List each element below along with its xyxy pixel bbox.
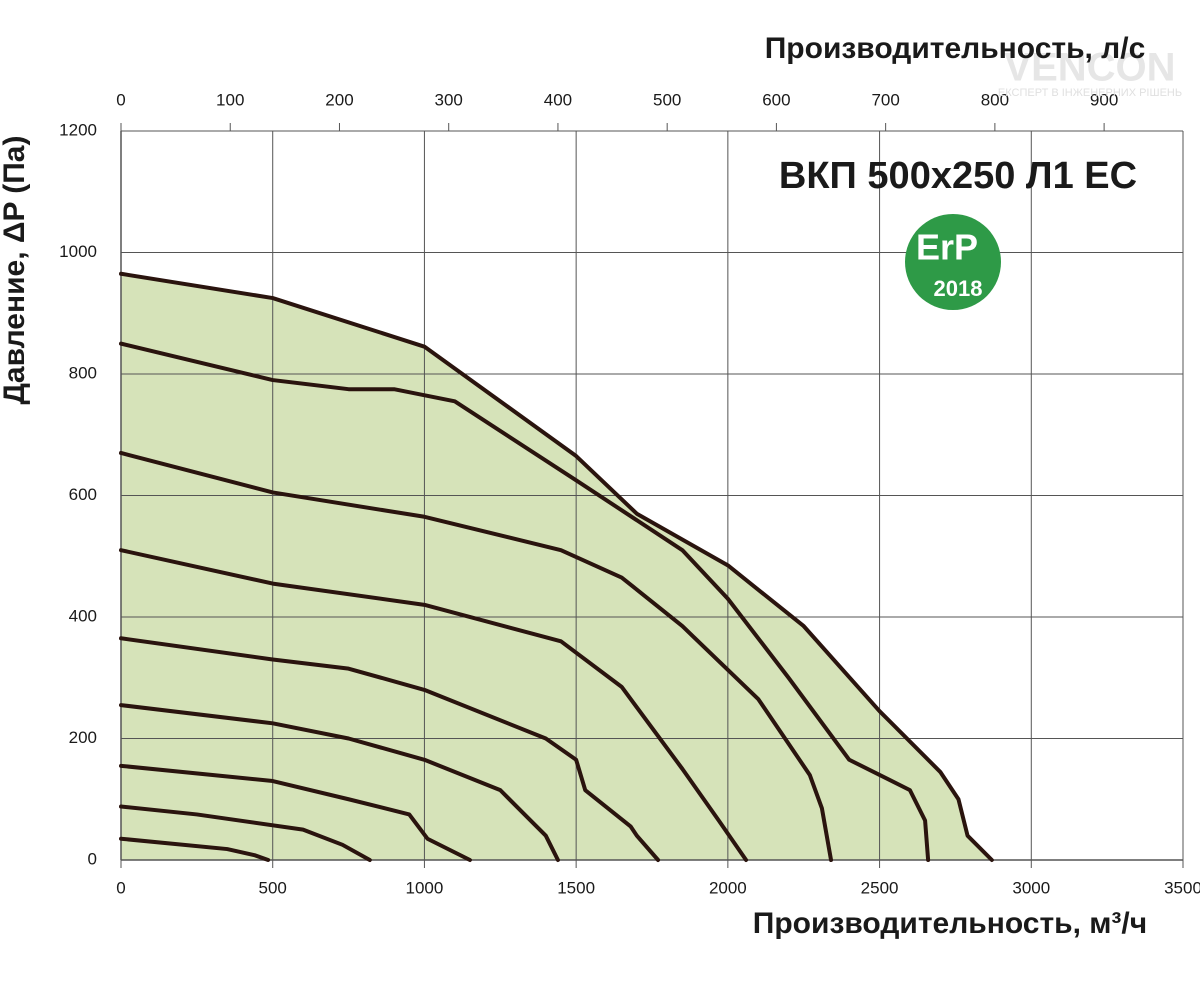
- watermark-tagline: ЕКСПЕРТ В ІНЖЕНЕРНИХ РІШЕНЬ: [998, 87, 1182, 99]
- x-tick-label: 2500: [861, 878, 899, 897]
- x2-tick-label: 100: [216, 90, 244, 109]
- curve: [119, 450, 834, 862]
- x-tick-label: 3500: [1164, 878, 1200, 897]
- badge-year: 2018: [934, 276, 983, 301]
- y-axis-title: Давление, ΔP (Па): [0, 136, 31, 405]
- chart-title: ВКП 500x250 Л1 EC: [779, 155, 1137, 197]
- x-tick-label: 2000: [709, 878, 747, 897]
- curve: [119, 548, 749, 862]
- x2-tick-label: 400: [544, 90, 572, 109]
- area: [121, 273, 992, 860]
- badge-text: ErP: [916, 227, 978, 268]
- x2-tick-label: 600: [762, 90, 790, 109]
- x2-tick-label: 300: [435, 90, 463, 109]
- curve: [119, 271, 994, 862]
- y-tick-label: 1200: [59, 120, 97, 139]
- curve: [119, 836, 271, 862]
- y-tick-label: 800: [69, 363, 97, 382]
- curve: [119, 341, 931, 862]
- x2-tick-label: 200: [325, 90, 353, 109]
- y-tick-label: 600: [69, 485, 97, 504]
- x2-tick-label: 0: [116, 90, 125, 109]
- x2-tick-label: 900: [1090, 90, 1118, 109]
- x-tick-label: 0: [116, 878, 125, 897]
- y-tick-label: 400: [69, 606, 97, 625]
- watermark-brand: VENCON: [1004, 46, 1175, 90]
- x2-axis-title: Производительность, л/с: [765, 32, 1146, 65]
- curve: [119, 703, 560, 862]
- y-tick-label: 200: [69, 728, 97, 747]
- x2-tick-label: 800: [981, 90, 1009, 109]
- y-tick-label: 1000: [59, 242, 97, 261]
- x-tick-label: 500: [259, 878, 287, 897]
- curve: [119, 636, 661, 862]
- x-tick-label: 1500: [557, 878, 595, 897]
- x-axis-title: Производительность, м³/ч: [753, 907, 1147, 940]
- x2-tick-label: 500: [653, 90, 681, 109]
- erp-badge: [905, 214, 1001, 310]
- curve: [119, 804, 372, 862]
- curve: [119, 763, 472, 862]
- x-tick-label: 1000: [406, 878, 444, 897]
- x-tick-label: 3000: [1012, 878, 1050, 897]
- y-tick-label: 0: [88, 849, 97, 868]
- x2-tick-label: 700: [871, 90, 899, 109]
